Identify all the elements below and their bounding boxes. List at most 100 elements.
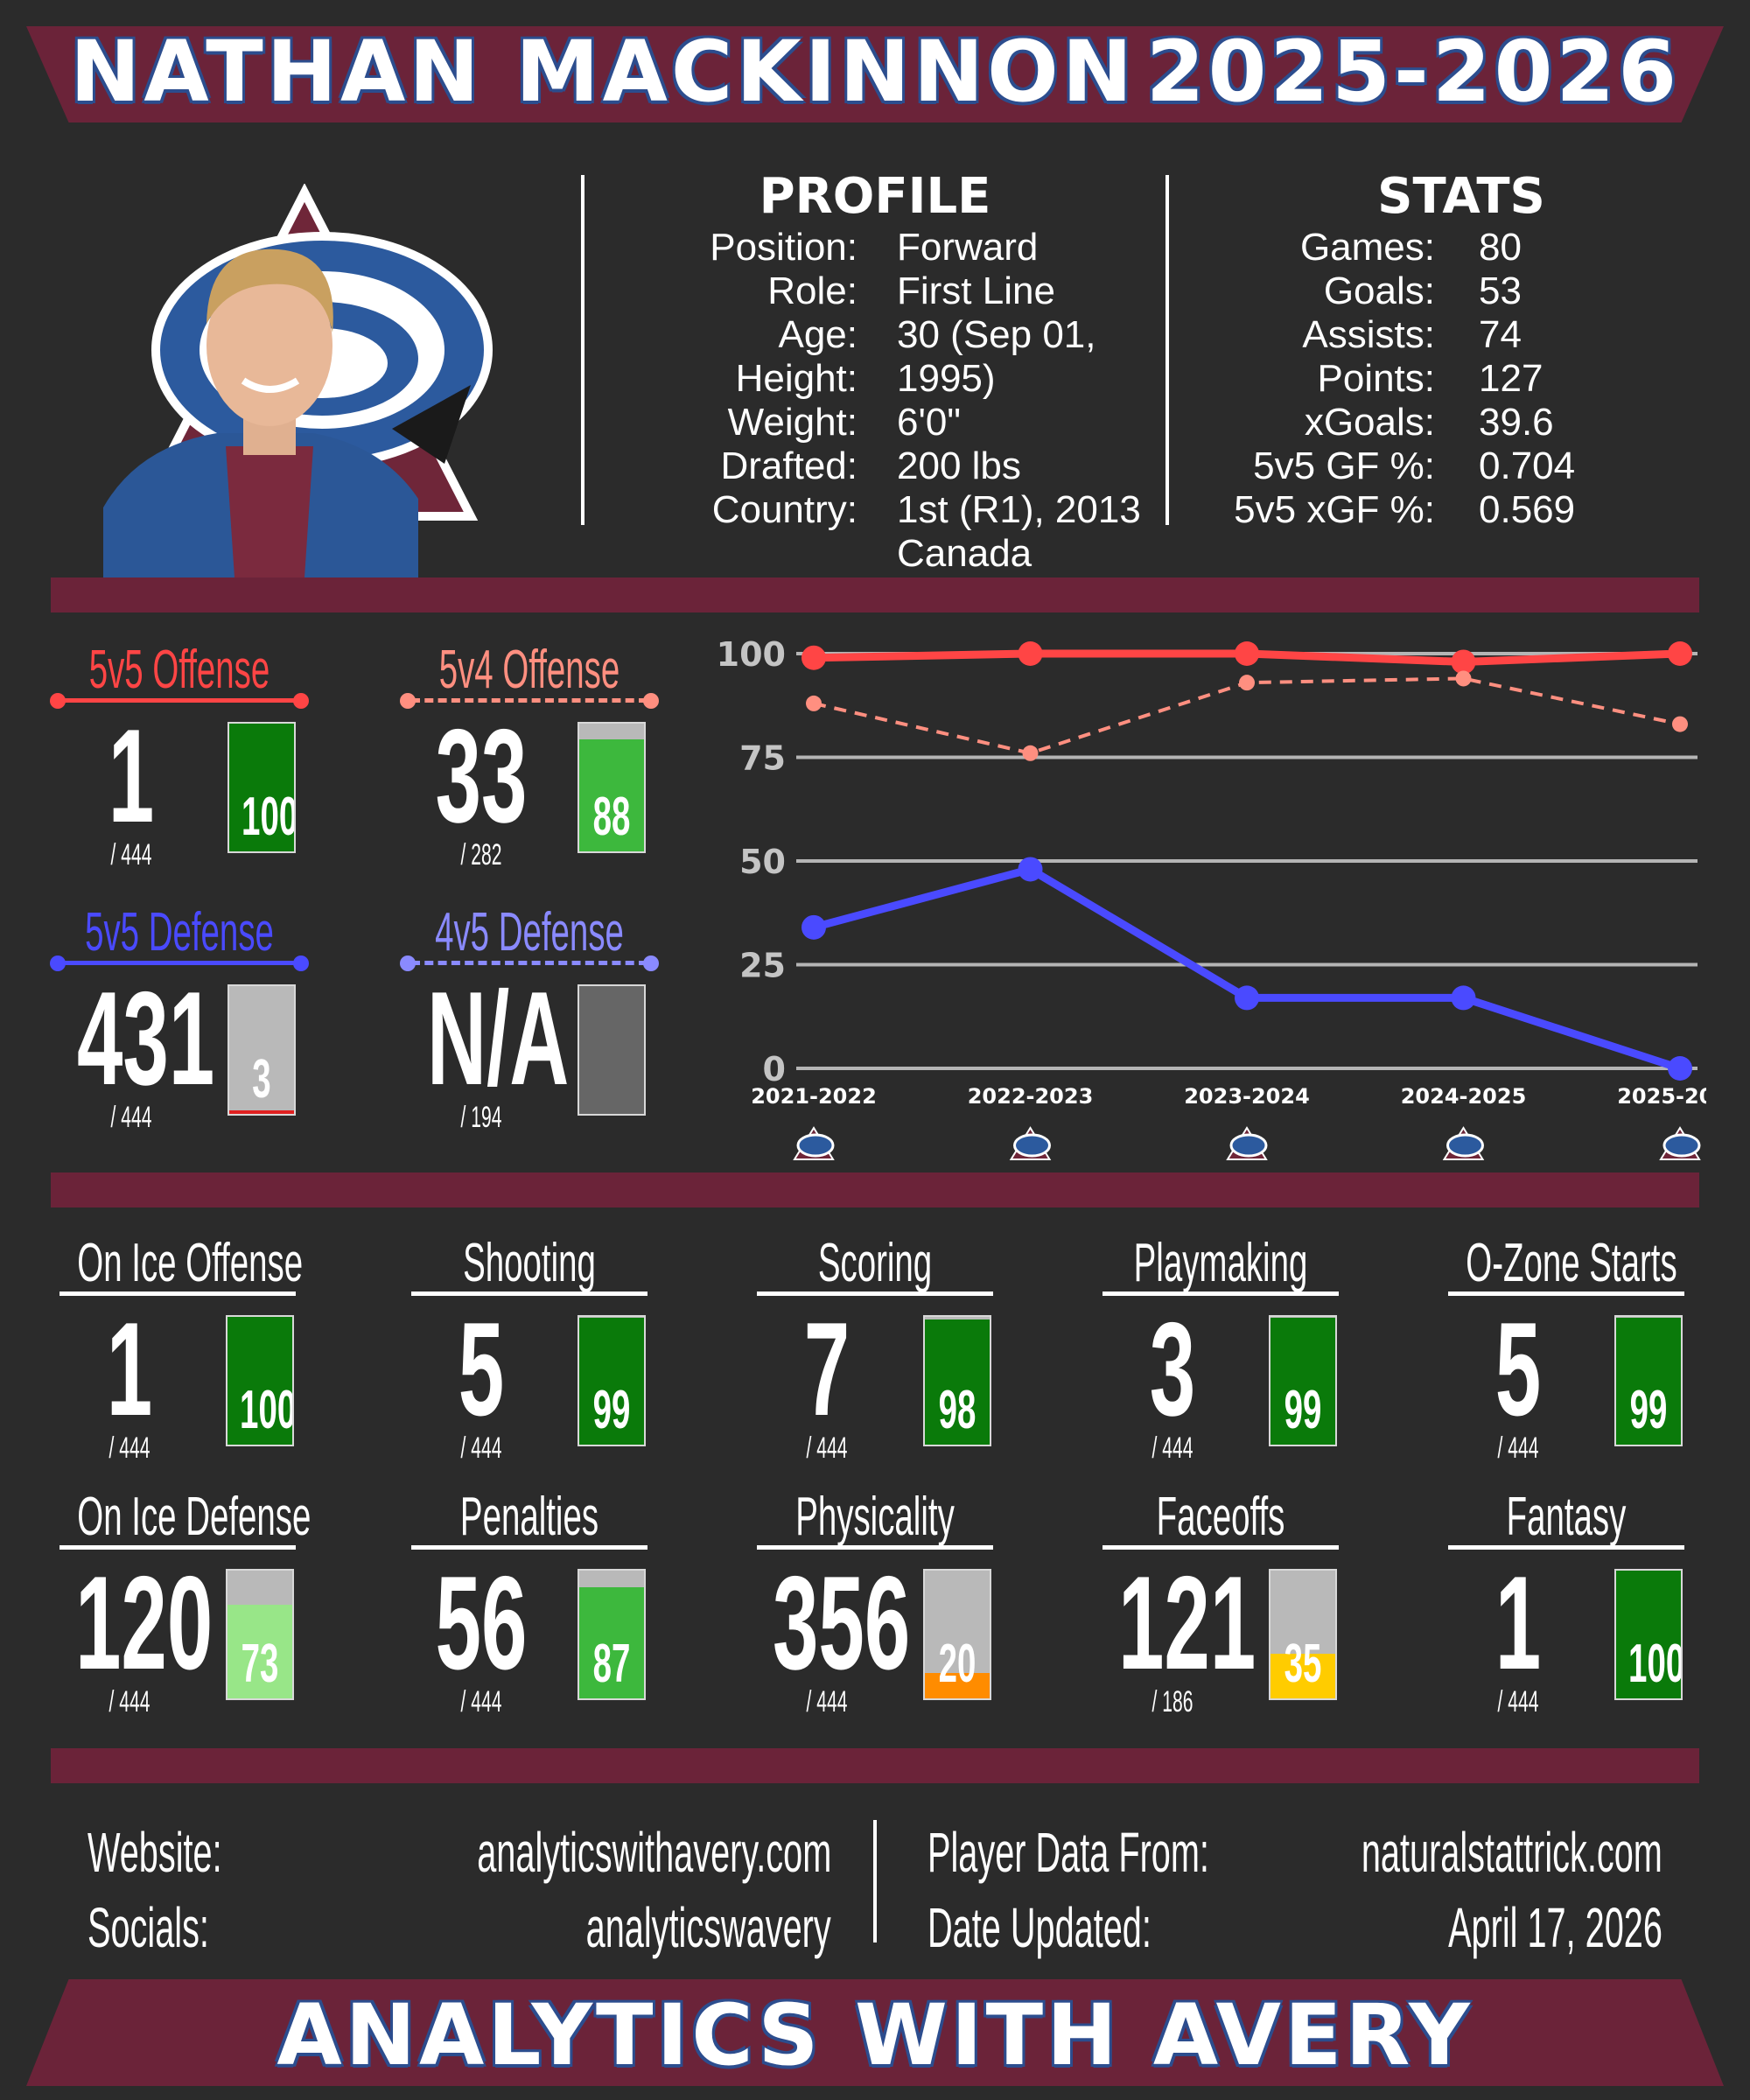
player-name: NATHAN MACKINNON xyxy=(70,23,1137,121)
series-point xyxy=(1235,641,1259,666)
socials-label: Socials: xyxy=(88,1896,209,1959)
brand-name: ANALYTICS WITH AVERY xyxy=(276,1986,1474,2084)
cat-percentile-value: 20 xyxy=(938,1634,976,1694)
cat-percentile-fill xyxy=(228,1605,292,1698)
st-legend-marker xyxy=(643,956,659,971)
cat-title: Scoring xyxy=(817,1233,933,1293)
cat-percentile-bar: 73 xyxy=(226,1569,294,1700)
st-tile: 5v4 Offense 33/ 282 88 xyxy=(400,639,659,872)
st-rank-total: / 444 xyxy=(110,1101,152,1134)
st-percentile-bar: 3 xyxy=(228,984,296,1116)
team-logo-area xyxy=(103,183,506,578)
cat-rank: 1 xyxy=(1494,1549,1542,1698)
series-point xyxy=(1672,716,1688,732)
stats-label: Assists: xyxy=(1302,313,1435,356)
x-tick-label: 2021-2022 xyxy=(751,1084,877,1109)
y-tick-label: 50 xyxy=(739,843,786,881)
cat-percentile-bar: 35 xyxy=(1269,1569,1337,1700)
cat-tile: Shooting 5/ 444 99 xyxy=(402,1232,656,1465)
cat-percentile-bar: 87 xyxy=(578,1569,646,1700)
cat-rank-total: / 444 xyxy=(806,1685,848,1718)
cat-tile: Faceoffs 121/ 186 35 xyxy=(1094,1486,1348,1718)
cat-tile: Playmaking 3/ 444 99 xyxy=(1094,1232,1348,1465)
stats-title: STATS xyxy=(1377,168,1545,225)
cat-percentile-bar: 99 xyxy=(1614,1315,1683,1446)
x-tick-label: 2022-2023 xyxy=(968,1084,1094,1109)
profile-label: Country: xyxy=(711,488,858,531)
cat-percentile-fill xyxy=(925,1672,990,1698)
series-point xyxy=(1668,641,1692,666)
stats-value: 39.6 xyxy=(1479,401,1554,444)
cat-rank: 121 xyxy=(1118,1549,1256,1698)
cat-rank: 5 xyxy=(1494,1295,1542,1444)
cat-underline xyxy=(60,1545,296,1550)
st-title: 4v5 Defense xyxy=(435,902,624,962)
website-label: Website: xyxy=(88,1821,222,1884)
cat-tile: Physicality 356/ 444 20 xyxy=(748,1486,1002,1718)
profile-value: 1st (R1), 2013 xyxy=(897,488,1141,531)
st-percentile-fill xyxy=(229,724,294,851)
socials-link[interactable]: analyticswavery xyxy=(585,1896,831,1959)
profile-label: Height: xyxy=(735,357,858,400)
cat-rank: 356 xyxy=(773,1549,911,1698)
st-rank: 33 xyxy=(435,702,528,850)
cat-percentile-value: 87 xyxy=(592,1634,631,1694)
x-tick-label: 2024-2025 xyxy=(1401,1084,1527,1109)
st-percentile-fill xyxy=(229,1110,294,1114)
cat-percentile-bar: 99 xyxy=(578,1315,646,1446)
stats-divider xyxy=(1166,175,1169,525)
st-tile: 5v5 Offense 1/ 444 100 xyxy=(50,639,309,872)
stats-value: 0.569 xyxy=(1479,488,1576,531)
data-source-link[interactable]: naturalstattrick.com xyxy=(1361,1821,1662,1884)
series-point xyxy=(1018,641,1043,666)
cat-underline xyxy=(1102,1545,1339,1550)
cat-underline xyxy=(60,1292,296,1296)
st-legend-marker xyxy=(643,693,659,709)
cat-rank-total: / 444 xyxy=(1497,1432,1539,1465)
cat-percentile-value: 100 xyxy=(240,1380,294,1440)
title-banner xyxy=(26,26,1724,122)
series-point xyxy=(1451,649,1476,675)
player-headshot xyxy=(103,248,418,578)
season: 2025-2026 xyxy=(1145,23,1680,121)
st-title: 5v4 Offense xyxy=(438,640,620,700)
st-percentile-value: 3 xyxy=(252,1049,271,1110)
section-divider xyxy=(51,578,1699,612)
cat-underline xyxy=(1102,1292,1339,1296)
cat-rank-total: / 444 xyxy=(806,1432,848,1465)
footer-right: Player Data From: naturalstattrick.com D… xyxy=(928,1820,1662,1978)
website-link[interactable]: analyticswithavery.com xyxy=(476,1821,831,1884)
stats-label: Goals: xyxy=(1323,270,1435,312)
series-line xyxy=(812,864,1682,1073)
cat-underline xyxy=(757,1292,993,1296)
stats-value: 80 xyxy=(1479,226,1522,269)
stats-label: xGoals: xyxy=(1304,401,1435,444)
cat-title: Shooting xyxy=(463,1233,596,1293)
cat-percentile-bar: 100 xyxy=(1614,1569,1683,1700)
cat-percentile-fill xyxy=(1616,1571,1681,1698)
st-legend-marker xyxy=(293,956,309,971)
cat-tile: On Ice Offense 1/ 444 100 xyxy=(51,1232,304,1465)
cat-rank-total: / 444 xyxy=(108,1685,150,1718)
st-legend-marker xyxy=(50,956,66,971)
cat-title: On Ice Defense xyxy=(77,1487,312,1547)
profile-label: Position: xyxy=(710,226,858,269)
section-divider xyxy=(51,1172,1699,1208)
st-legend-marker xyxy=(50,693,66,709)
series-point xyxy=(806,695,822,711)
series-point xyxy=(1235,985,1259,1011)
cat-percentile-bar: 20 xyxy=(923,1569,991,1700)
footer-left: Website: analyticswithavery.com Socials:… xyxy=(88,1820,831,1978)
avalanche-logo-icon xyxy=(1659,1126,1701,1160)
cat-title: On Ice Offense xyxy=(77,1233,304,1293)
cat-percentile-fill xyxy=(1616,1318,1681,1445)
st-underline xyxy=(61,698,298,703)
cat-rank-total: / 444 xyxy=(108,1432,150,1465)
x-tick-label: 2025-2026 xyxy=(1617,1084,1706,1109)
profile-value: First Line xyxy=(897,270,1055,312)
profile-values: Forward First Line 30 (Sep 01, 1995) 6'0… xyxy=(897,226,1159,576)
cat-rank-total: / 444 xyxy=(460,1685,502,1718)
cat-title: Playmaking xyxy=(1133,1233,1308,1293)
cat-rank: 3 xyxy=(1149,1295,1196,1444)
profile-label: Age: xyxy=(778,313,858,356)
